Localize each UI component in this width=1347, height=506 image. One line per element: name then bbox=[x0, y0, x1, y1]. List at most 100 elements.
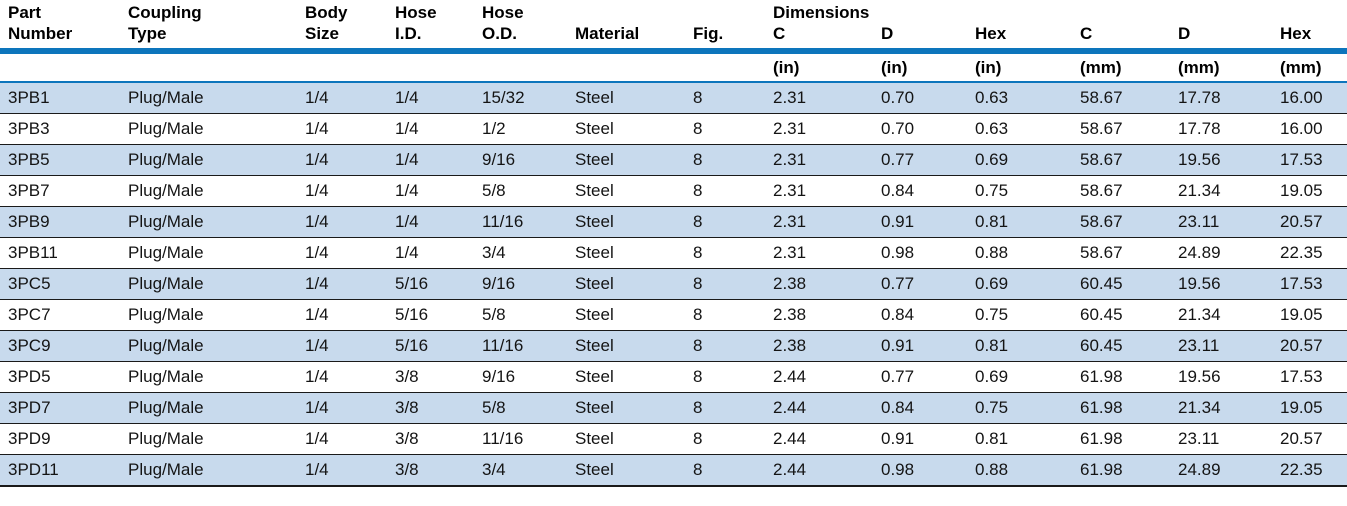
cell-hex_in: 0.69 bbox=[967, 268, 1072, 300]
cell-hex_mm: 20.57 bbox=[1272, 206, 1347, 238]
column-header-coupling-type: Coupling Type bbox=[120, 0, 297, 54]
cell-part_number: 3PB5 bbox=[0, 144, 120, 176]
table-row: 3PD7 Plug/Male 1/4 3/8 5/8 Steel 8 2.44 0.84 0.75… bbox=[0, 392, 1347, 424]
header-line2: C bbox=[1080, 24, 1093, 43]
cell-d_mm: 19.56 bbox=[1170, 268, 1272, 300]
cell-hex_in: 0.69 bbox=[967, 144, 1072, 176]
cell-hex_mm: 20.57 bbox=[1272, 330, 1347, 362]
cell-d_mm: 19.56 bbox=[1170, 361, 1272, 393]
cell-c_mm: 60.45 bbox=[1072, 268, 1170, 300]
cell-part_number: 3PD11 bbox=[0, 454, 120, 487]
header-line2: I.D. bbox=[395, 24, 422, 43]
cell-coupling_type: Plug/Male bbox=[120, 268, 297, 300]
header-line1: Coupling bbox=[128, 3, 202, 22]
unit-cell-part-number bbox=[0, 51, 120, 83]
cell-hose_od: 5/8 bbox=[474, 175, 567, 207]
header-line2: O.D. bbox=[482, 24, 517, 43]
cell-c_in: 2.44 bbox=[765, 454, 873, 487]
unit-cell-hex-in: (in) bbox=[967, 51, 1072, 83]
table-row: 3PC7 Plug/Male 1/4 5/16 5/8 Steel 8 2.38 0.84 0.7… bbox=[0, 299, 1347, 331]
cell-fig: 8 bbox=[685, 454, 765, 487]
cell-hex_in: 0.63 bbox=[967, 113, 1072, 145]
cell-fig: 8 bbox=[685, 361, 765, 393]
cell-part_number: 3PC9 bbox=[0, 330, 120, 362]
cell-hex_in: 0.81 bbox=[967, 206, 1072, 238]
cell-part_number: 3PB7 bbox=[0, 175, 120, 207]
cell-c_mm: 58.67 bbox=[1072, 237, 1170, 269]
header-line2: Size bbox=[305, 24, 340, 43]
header-row: Part Number Coupling Type Body Size Hose… bbox=[0, 0, 1347, 54]
header-line2: C bbox=[773, 24, 786, 43]
unit-cell-c-in: (in) bbox=[765, 51, 873, 83]
cell-hex_in: 0.88 bbox=[967, 237, 1072, 269]
cell-coupling_type: Plug/Male bbox=[120, 144, 297, 176]
column-header-hose-id: Hose I.D. bbox=[387, 0, 474, 54]
cell-hose_od: 9/16 bbox=[474, 268, 567, 300]
cell-coupling_type: Plug/Male bbox=[120, 392, 297, 424]
unit-cell-d-in: (in) bbox=[873, 51, 967, 83]
cell-hose_id: 3/8 bbox=[387, 454, 474, 487]
cell-fig: 8 bbox=[685, 82, 765, 114]
cell-body_size: 1/4 bbox=[297, 268, 387, 300]
cell-hose_od: 3/4 bbox=[474, 454, 567, 487]
cell-hex_mm: 16.00 bbox=[1272, 113, 1347, 145]
cell-body_size: 1/4 bbox=[297, 330, 387, 362]
cell-d_mm: 19.56 bbox=[1170, 144, 1272, 176]
header-line2: Fig. bbox=[693, 24, 724, 43]
cell-d_in: 0.77 bbox=[873, 361, 967, 393]
cell-fig: 8 bbox=[685, 299, 765, 331]
cell-material: Steel bbox=[567, 206, 685, 238]
cell-hex_mm: 20.57 bbox=[1272, 423, 1347, 455]
cell-c_in: 2.44 bbox=[765, 392, 873, 424]
column-header-d-in: D bbox=[873, 0, 967, 54]
header-line2: Hex bbox=[1280, 24, 1312, 43]
cell-hex_in: 0.81 bbox=[967, 330, 1072, 362]
cell-c_in: 2.44 bbox=[765, 361, 873, 393]
cell-fig: 8 bbox=[685, 175, 765, 207]
unit-cell-hose-id bbox=[387, 51, 474, 83]
cell-coupling_type: Plug/Male bbox=[120, 175, 297, 207]
table-row: 3PD5 Plug/Male 1/4 3/8 9/16 Steel 8 2.44 0.77 0.6… bbox=[0, 361, 1347, 393]
cell-d_mm: 24.89 bbox=[1170, 237, 1272, 269]
units-row: (in) (in) (in) (mm) (mm) (mm) bbox=[0, 51, 1347, 83]
cell-hose_od: 11/16 bbox=[474, 423, 567, 455]
cell-c_mm: 58.67 bbox=[1072, 113, 1170, 145]
cell-hex_mm: 17.53 bbox=[1272, 144, 1347, 176]
cell-fig: 8 bbox=[685, 268, 765, 300]
cell-c_in: 2.38 bbox=[765, 299, 873, 331]
cell-fig: 8 bbox=[685, 144, 765, 176]
cell-c_in: 2.38 bbox=[765, 330, 873, 362]
column-header-c-mm: C bbox=[1072, 0, 1170, 54]
cell-body_size: 1/4 bbox=[297, 423, 387, 455]
cell-hose_id: 1/4 bbox=[387, 82, 474, 114]
cell-hose_od: 11/16 bbox=[474, 206, 567, 238]
cell-part_number: 3PB11 bbox=[0, 237, 120, 269]
table-row: 3PB9 Plug/Male 1/4 1/4 11/16 Steel 8 2.31 0.91 0.… bbox=[0, 206, 1347, 238]
cell-hose_od: 3/4 bbox=[474, 237, 567, 269]
cell-c_mm: 58.67 bbox=[1072, 82, 1170, 114]
column-header-hex-in: Hex bbox=[967, 0, 1072, 54]
unit-cell-d-mm: (mm) bbox=[1170, 51, 1272, 83]
cell-hex_mm: 22.35 bbox=[1272, 237, 1347, 269]
cell-c_mm: 61.98 bbox=[1072, 392, 1170, 424]
cell-c_mm: 58.67 bbox=[1072, 144, 1170, 176]
table-row: 3PB1 Plug/Male 1/4 1/4 15/32 Steel 8 2.31 0.70 0.… bbox=[0, 82, 1347, 114]
cell-hex_in: 0.81 bbox=[967, 423, 1072, 455]
cell-part_number: 3PB3 bbox=[0, 113, 120, 145]
cell-fig: 8 bbox=[685, 113, 765, 145]
column-header-material: Material bbox=[567, 0, 685, 54]
cell-body_size: 1/4 bbox=[297, 206, 387, 238]
cell-hex_in: 0.63 bbox=[967, 82, 1072, 114]
header-line2: Material bbox=[575, 24, 640, 43]
cell-body_size: 1/4 bbox=[297, 82, 387, 114]
column-header-part-number: Part Number bbox=[0, 0, 120, 54]
cell-coupling_type: Plug/Male bbox=[120, 423, 297, 455]
cell-part_number: 3PD5 bbox=[0, 361, 120, 393]
cell-hex_in: 0.75 bbox=[967, 299, 1072, 331]
cell-hose_od: 9/16 bbox=[474, 361, 567, 393]
table-row: 3PC5 Plug/Male 1/4 5/16 9/16 Steel 8 2.38 0.77 0.… bbox=[0, 268, 1347, 300]
cell-d_mm: 21.34 bbox=[1170, 299, 1272, 331]
parts-spec-table: Part Number Coupling Type Body Size Hose… bbox=[0, 0, 1347, 487]
cell-c_mm: 58.67 bbox=[1072, 175, 1170, 207]
cell-hose_od: 5/8 bbox=[474, 299, 567, 331]
